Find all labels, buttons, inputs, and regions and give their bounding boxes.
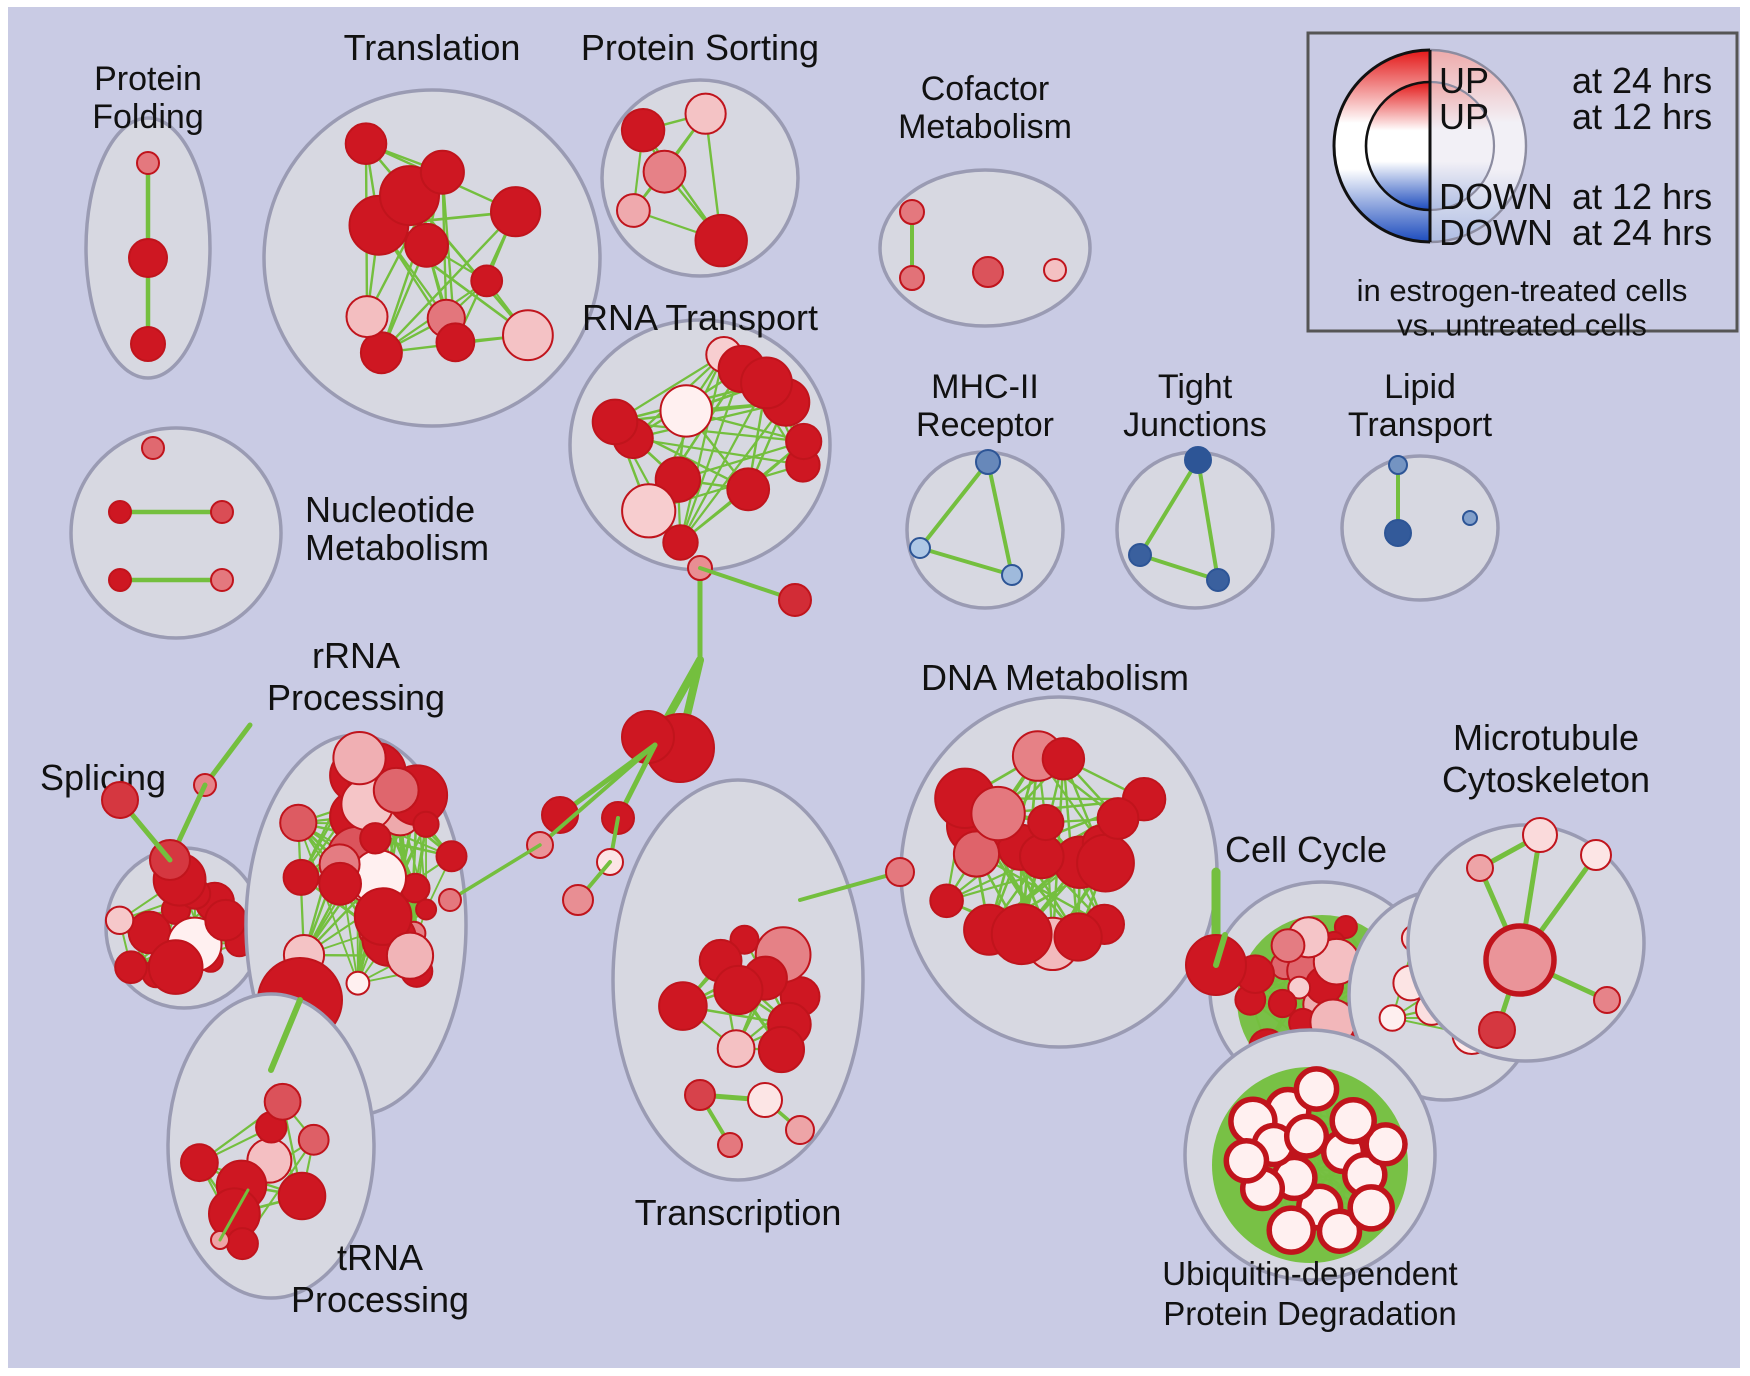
svg-text:at 24 hrs: at 24 hrs: [1572, 212, 1712, 253]
svg-text:Metabolism: Metabolism: [305, 527, 489, 568]
svg-text:Receptor: Receptor: [916, 406, 1054, 444]
svg-text:Cell Cycle: Cell Cycle: [1225, 829, 1387, 870]
svg-text:at 24 hrs: at 24 hrs: [1572, 60, 1712, 101]
svg-text:UP: UP: [1439, 96, 1489, 137]
svg-text:Cytoskeleton: Cytoskeleton: [1442, 759, 1650, 800]
svg-text:Ubiquitin-dependent: Ubiquitin-dependent: [1162, 1255, 1457, 1292]
svg-text:Lipid: Lipid: [1384, 368, 1456, 406]
svg-text:Processing: Processing: [267, 677, 445, 718]
svg-text:Cofactor: Cofactor: [921, 70, 1050, 108]
svg-text:Processing: Processing: [291, 1279, 469, 1320]
svg-text:Tight: Tight: [1158, 368, 1233, 406]
svg-text:Microtubule: Microtubule: [1453, 717, 1639, 758]
svg-text:at 12 hrs: at 12 hrs: [1572, 96, 1712, 137]
svg-text:Folding: Folding: [92, 98, 204, 136]
svg-text:tRNA: tRNA: [337, 1237, 423, 1278]
svg-text:Transport: Transport: [1348, 406, 1493, 444]
svg-text:Translation: Translation: [344, 27, 521, 68]
svg-text:DNA Metabolism: DNA Metabolism: [921, 657, 1189, 698]
svg-text:DOWN: DOWN: [1439, 212, 1553, 253]
svg-text:vs. untreated cells: vs. untreated cells: [1397, 308, 1647, 343]
svg-text:Protein Sorting: Protein Sorting: [581, 27, 819, 68]
svg-text:in estrogen-treated cells: in estrogen-treated cells: [1357, 273, 1688, 308]
svg-text:Transcription: Transcription: [635, 1192, 842, 1233]
svg-text:UP: UP: [1439, 60, 1489, 101]
svg-text:RNA Transport: RNA Transport: [582, 297, 818, 338]
svg-text:rRNA: rRNA: [312, 635, 400, 676]
svg-text:MHC-II: MHC-II: [931, 368, 1039, 406]
svg-text:Junctions: Junctions: [1123, 406, 1267, 444]
svg-text:DOWN: DOWN: [1439, 176, 1553, 217]
svg-text:Protein: Protein: [94, 60, 202, 98]
svg-text:Nucleotide: Nucleotide: [305, 489, 475, 530]
svg-text:Metabolism: Metabolism: [898, 108, 1072, 146]
svg-text:Protein Degradation: Protein Degradation: [1163, 1295, 1457, 1332]
svg-text:at 12 hrs: at 12 hrs: [1572, 176, 1712, 217]
